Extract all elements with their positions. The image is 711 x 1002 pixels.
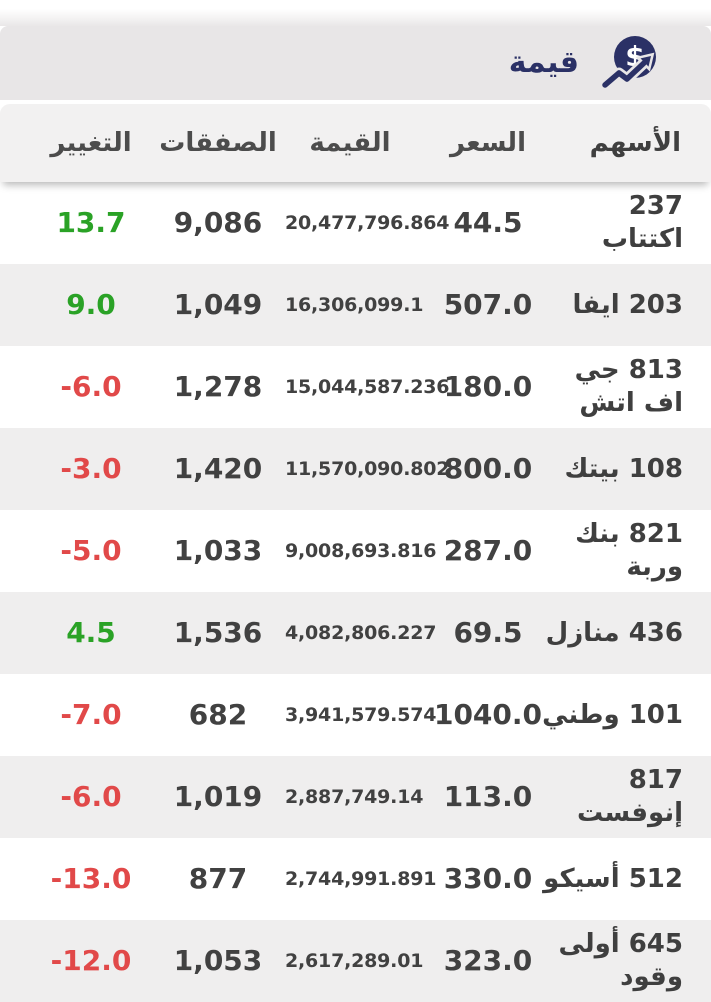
table-body: 237 اكتتاب 44.5 20,477,796.864 9,086 13.7… bbox=[0, 182, 711, 1002]
top-strip bbox=[0, 0, 711, 26]
stock-price: 180.0 bbox=[443, 369, 533, 403]
column-header-price[interactable]: السعر bbox=[450, 128, 526, 158]
table-row[interactable]: 108 بيتك 800.0 11,570,090.802 1,420 -3.0 bbox=[0, 428, 711, 510]
stock-name-line: 813 جي bbox=[574, 355, 683, 385]
stock-change: 4.5 bbox=[66, 615, 116, 649]
stock-name: 203 ايفا bbox=[561, 289, 711, 322]
stock-value: 16,306,099.1 bbox=[285, 293, 424, 316]
stock-change: -5.0 bbox=[60, 533, 122, 567]
stock-deals: 1,049 bbox=[173, 287, 263, 321]
stock-deals: 1,420 bbox=[173, 451, 263, 485]
stock-name: 813 جي اف اتش bbox=[561, 354, 711, 420]
table-row[interactable]: 436 منازل 69.5 4,082,806.227 1,536 4.5 bbox=[0, 592, 711, 674]
stock-name-line: 101 وطني bbox=[542, 699, 683, 730]
stock-deals: 1,033 bbox=[173, 533, 263, 567]
stock-value: 15,044,587.236 bbox=[285, 375, 450, 398]
stock-value: 2,617,289.01 bbox=[285, 949, 424, 972]
stock-value: 4,082,806.227 bbox=[285, 621, 437, 644]
stock-name-line: 436 منازل bbox=[545, 617, 683, 648]
stock-price: 507.0 bbox=[443, 287, 533, 321]
table-row[interactable]: 237 اكتتاب 44.5 20,477,796.864 9,086 13.7 bbox=[0, 182, 711, 264]
stock-name-line: 203 ايفا bbox=[572, 289, 683, 320]
stock-deals: 1,278 bbox=[173, 369, 263, 403]
stock-price: 113.0 bbox=[443, 779, 533, 813]
stock-change: 9.0 bbox=[66, 287, 116, 321]
stock-name-line: اف اتش bbox=[579, 388, 683, 418]
stock-change: -7.0 bbox=[60, 697, 122, 731]
stock-name: 512 أسيكو bbox=[543, 863, 711, 896]
table-row[interactable]: 101 وطني 1040.0 3,941,579.574 682 -7.0 bbox=[0, 674, 711, 756]
dollar-growth-icon: $ bbox=[601, 34, 663, 92]
stock-change: -6.0 bbox=[60, 369, 122, 403]
column-header-deals[interactable]: الصفقات bbox=[159, 128, 277, 158]
title-bar: $ قيمة bbox=[0, 26, 711, 100]
stock-value: 3,941,579.574 bbox=[285, 703, 437, 726]
stock-name-line: إنوفست bbox=[577, 798, 683, 828]
table-row[interactable]: 821 بنك وربة 287.0 9,008,693.816 1,033 -5… bbox=[0, 510, 711, 592]
stock-name-line: 237 bbox=[628, 191, 683, 221]
column-header-value[interactable]: القيمة bbox=[309, 128, 391, 158]
stock-value: 9,008,693.816 bbox=[285, 539, 437, 562]
stock-name: 817 إنوفست bbox=[561, 764, 711, 830]
stock-name: 237 اكتتاب bbox=[561, 190, 711, 256]
table-header-row: الأسهم السعر القيمة الصفقات التغيير bbox=[0, 104, 711, 182]
page-title: قيمة bbox=[508, 45, 579, 80]
column-header-change[interactable]: التغيير bbox=[50, 128, 132, 158]
stock-value: 11,570,090.802 bbox=[285, 457, 450, 480]
table-row[interactable]: 512 أسيكو 330.0 2,744,991.891 877 -13.0 bbox=[0, 838, 711, 920]
stock-deals: 682 bbox=[188, 697, 248, 731]
stock-name-line: 645 أولى bbox=[558, 929, 683, 959]
stock-price: 330.0 bbox=[443, 861, 533, 895]
stock-deals: 9,086 bbox=[173, 205, 263, 239]
stock-price: 69.5 bbox=[453, 615, 523, 649]
stock-change: 13.7 bbox=[56, 205, 126, 239]
stock-value: 2,887,749.14 bbox=[285, 785, 424, 808]
stock-name: 436 منازل bbox=[545, 617, 711, 650]
stock-price: 287.0 bbox=[443, 533, 533, 567]
table-row[interactable]: 813 جي اف اتش 180.0 15,044,587.236 1,278 … bbox=[0, 346, 711, 428]
stock-name-line: 108 بيتك bbox=[564, 453, 683, 484]
stock-price: 44.5 bbox=[453, 205, 523, 239]
stock-name: 101 وطني bbox=[542, 699, 711, 732]
table-row[interactable]: 645 أولى وقود 323.0 2,617,289.01 1,053 -1… bbox=[0, 920, 711, 1002]
stock-price: 800.0 bbox=[443, 451, 533, 485]
stock-deals: 1,536 bbox=[173, 615, 263, 649]
stock-name: 821 بنك وربة bbox=[561, 518, 711, 584]
table-row[interactable]: 203 ايفا 507.0 16,306,099.1 1,049 9.0 bbox=[0, 264, 711, 346]
stock-deals: 1,019 bbox=[173, 779, 263, 813]
table-row[interactable]: 817 إنوفست 113.0 2,887,749.14 1,019 -6.0 bbox=[0, 756, 711, 838]
stock-change: -12.0 bbox=[50, 943, 132, 977]
stock-value: 2,744,991.891 bbox=[285, 867, 437, 890]
stock-name-line: اكتتاب bbox=[601, 224, 683, 254]
stock-change: -13.0 bbox=[50, 861, 132, 895]
stock-name-line: وربة bbox=[626, 552, 683, 582]
stock-name: 108 بيتك bbox=[561, 453, 711, 486]
stock-name-line: 512 أسيكو bbox=[543, 863, 683, 894]
stocks-table: الأسهم السعر القيمة الصفقات التغيير 237 ا… bbox=[0, 104, 711, 1002]
stock-change: -3.0 bbox=[60, 451, 122, 485]
stock-name: 645 أولى وقود bbox=[558, 928, 711, 994]
stock-name-line: وقود bbox=[620, 962, 683, 992]
stock-deals: 877 bbox=[188, 861, 248, 895]
stock-price: 1040.0 bbox=[433, 697, 543, 731]
stock-value: 20,477,796.864 bbox=[285, 211, 450, 234]
stock-name-line: 821 بنك bbox=[575, 519, 683, 549]
stock-name-line: 817 bbox=[628, 765, 683, 795]
stock-change: -6.0 bbox=[60, 779, 122, 813]
stock-deals: 1,053 bbox=[173, 943, 263, 977]
stock-price: 323.0 bbox=[443, 943, 533, 977]
column-header-stocks[interactable]: الأسهم bbox=[589, 127, 681, 158]
